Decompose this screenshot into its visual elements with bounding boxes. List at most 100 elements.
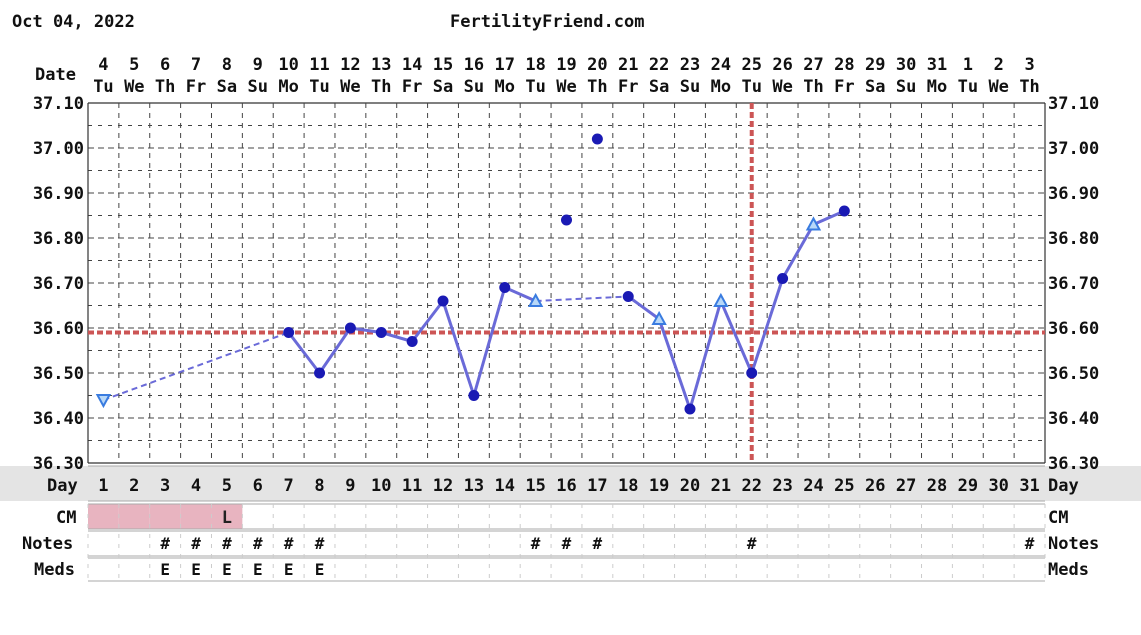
y-tick-label-right: 37.10 [1048, 94, 1099, 114]
notes-mark: # [284, 534, 294, 553]
weekday-label: Su [680, 77, 700, 97]
meds-mark: E [191, 560, 201, 579]
notes-row-label-right: Notes [1048, 534, 1099, 554]
y-tick-label-right: 36.60 [1048, 319, 1099, 339]
temp-point-discarded [591, 133, 603, 145]
date-label: 5 [129, 55, 139, 75]
meds-row-label-right: Meds [1048, 560, 1089, 580]
temp-point-adjusted [805, 216, 822, 231]
notes-mark: # [747, 534, 757, 553]
cycle-day-label: 24 [803, 476, 823, 496]
cycle-day-label: 13 [464, 476, 484, 496]
cycle-day-label: 3 [160, 476, 170, 496]
temp-point [468, 390, 480, 401]
date-label: 2 [994, 55, 1004, 75]
weekday-label: Su [464, 77, 484, 97]
date-label: 27 [803, 55, 823, 75]
cycle-day-label: 5 [222, 476, 232, 496]
cm-shade [211, 504, 243, 529]
cm-shade [88, 504, 119, 529]
notes-mark: # [315, 534, 325, 553]
cycle-day-label: 6 [253, 476, 263, 496]
cm-row-label-right: CM [1048, 508, 1068, 528]
day-row-label: Day [47, 476, 78, 496]
notes-mark: # [253, 534, 263, 553]
temp-point [314, 367, 326, 379]
y-tick-label-right: 36.70 [1048, 274, 1099, 294]
date-label: 24 [711, 55, 731, 75]
date-label: 4 [98, 55, 108, 75]
date-label: 3 [1024, 55, 1034, 75]
temp-point [406, 336, 418, 347]
temp-line-segment [318, 327, 352, 374]
date-label: 1 [963, 55, 973, 75]
notes-mark: # [531, 534, 541, 553]
date-label: 29 [865, 55, 885, 75]
cycle-day-label: 15 [525, 476, 545, 496]
date-label: 23 [680, 55, 700, 75]
cycle-day-label: 30 [988, 476, 1008, 496]
weekday-label: Mo [927, 77, 947, 97]
cycle-day-label: 19 [649, 476, 669, 496]
notes-mark: # [191, 534, 201, 553]
date-label: 15 [433, 55, 453, 75]
weekday-label: Tu [93, 77, 113, 97]
meds-mark: E [253, 560, 263, 579]
temp-point [344, 322, 356, 334]
temp-point [437, 295, 449, 307]
temp-point [499, 282, 511, 293]
cycle-day-label: 11 [402, 476, 422, 496]
y-tick-label-right: 36.50 [1048, 364, 1099, 384]
date-label: 22 [649, 55, 669, 75]
cycle-day-label: 22 [741, 476, 761, 496]
weekday-label: Su [248, 77, 268, 97]
meds-mark: E [284, 560, 294, 579]
cycle-day-label: 12 [433, 476, 453, 496]
cycle-day-label: 10 [371, 476, 391, 496]
weekday-label: Mo [711, 77, 731, 97]
meds-row-label: Meds [34, 560, 75, 580]
weekday-label: Tu [309, 77, 329, 97]
meds-mark: E [315, 560, 325, 579]
weekday-label: We [556, 77, 576, 97]
weekday-label: We [772, 77, 792, 97]
temp-line-segment [535, 295, 629, 302]
weekday-label: Fr [186, 77, 206, 97]
weekday-label: Fr [618, 77, 638, 97]
temp-point [283, 327, 295, 338]
cycle-day-label: 7 [284, 476, 294, 496]
temp-point-discarded [561, 214, 572, 226]
y-tick-label-left: 36.60 [33, 319, 84, 339]
cycle-day-label: 29 [958, 476, 978, 496]
notes-mark: # [160, 534, 170, 553]
weekday-label: Tu [741, 77, 761, 97]
date-label: 26 [772, 55, 792, 75]
y-tick-label-left: 36.40 [33, 409, 84, 429]
temp-line-segment [441, 300, 476, 396]
temp-point-adjusted [527, 292, 544, 307]
temp-line-segment [657, 318, 692, 410]
date-label: 8 [222, 55, 232, 75]
weekday-label: We [124, 77, 144, 97]
date-label: 14 [402, 55, 422, 75]
cm-row-label: CM [56, 508, 76, 528]
meds-mark: E [160, 560, 170, 579]
temp-line-segment [750, 278, 785, 374]
weekday-label: We [340, 77, 360, 97]
day-row-label-bg-right [1045, 466, 1141, 501]
weekday-label: Th [803, 77, 823, 97]
temp-line-segment [627, 295, 660, 321]
temp-point-adjusted [95, 394, 112, 409]
cycle-day-label: 25 [834, 476, 854, 496]
date-label: 31 [927, 55, 947, 75]
y-tick-label-left: 37.00 [33, 139, 84, 159]
notes-mark: # [222, 534, 232, 553]
temp-point [622, 291, 634, 302]
cycle-day-label: 1 [98, 476, 108, 496]
temp-line-segment [719, 300, 754, 374]
date-label: 19 [556, 55, 576, 75]
temp-line-segment [688, 300, 723, 410]
cycle-day-label: 23 [772, 476, 792, 496]
temp-point [746, 367, 758, 379]
